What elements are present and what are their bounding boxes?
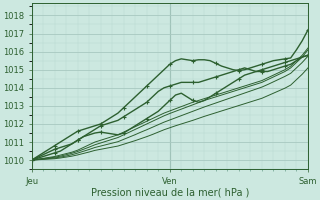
X-axis label: Pression niveau de la mer( hPa ): Pression niveau de la mer( hPa ): [91, 187, 249, 197]
